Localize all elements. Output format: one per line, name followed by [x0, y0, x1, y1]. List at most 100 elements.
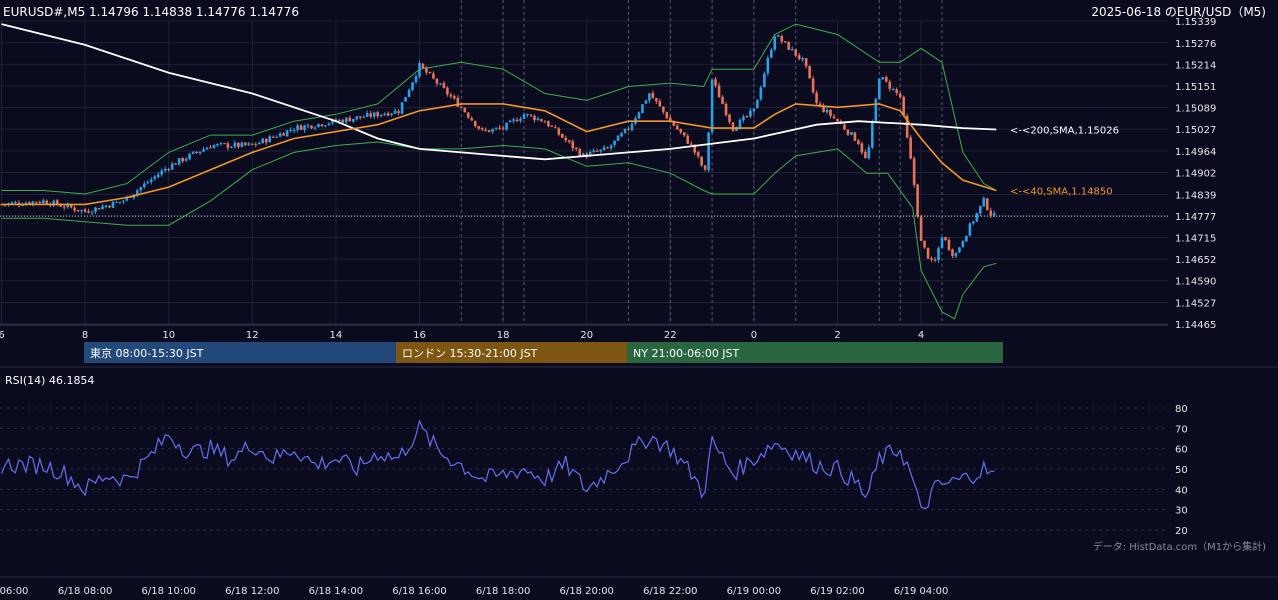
- price-tick-label: 1.14527: [1175, 299, 1216, 310]
- candle-up: [770, 49, 773, 58]
- candle-up: [52, 200, 56, 206]
- candle-down: [919, 216, 923, 242]
- candle-down: [930, 258, 933, 260]
- candle-down: [902, 96, 905, 116]
- candle-down: [547, 121, 550, 127]
- candle-up: [637, 112, 641, 119]
- time-tick-label: 14: [330, 330, 343, 341]
- candle-down: [989, 210, 993, 216]
- candle-up: [630, 123, 634, 131]
- candle-up: [324, 125, 327, 127]
- candle-down: [627, 128, 630, 130]
- candle-down: [898, 93, 902, 98]
- chart-title: 2025-06-18 のEUR/USD（M5): [1091, 5, 1266, 19]
- candle-down: [669, 117, 672, 122]
- candle-down: [843, 124, 846, 130]
- bottom-time-label: 6/19 04:00: [894, 586, 948, 597]
- candle-up: [136, 190, 139, 195]
- candle-up: [233, 142, 237, 147]
- session-vertical-lines: [460, 0, 943, 324]
- candle-up: [90, 212, 94, 214]
- candle-down: [254, 144, 258, 146]
- candle-up: [390, 113, 393, 115]
- price-tick-label: 1.14777: [1175, 212, 1216, 223]
- sma200-label: <-<200,SMA,1.15026: [1010, 126, 1119, 137]
- candle-down: [832, 116, 836, 119]
- bollinger-bands: [1, 23, 997, 320]
- candle-up: [143, 183, 146, 188]
- candle-up: [230, 146, 233, 148]
- price-tick-label: 1.14839: [1175, 190, 1216, 201]
- price-tick-label: 1.15027: [1175, 125, 1216, 136]
- candle-up: [536, 118, 540, 121]
- price-tick-label: 1.14465: [1175, 320, 1216, 331]
- candle-down: [0, 204, 3, 206]
- candle-down: [703, 165, 707, 170]
- candle-up: [871, 121, 874, 148]
- candle-up: [205, 147, 209, 150]
- candle-up: [156, 174, 160, 178]
- rsi-tick-label: 50: [1175, 465, 1188, 476]
- candle-up: [216, 144, 219, 146]
- candle-down: [358, 116, 362, 118]
- candle-down: [574, 147, 578, 149]
- candle-up: [104, 205, 108, 207]
- bottom-time-label: 06:00: [0, 586, 28, 597]
- candle-up: [331, 119, 334, 124]
- candle-down: [442, 83, 446, 88]
- price-tick-label: 1.15276: [1175, 39, 1216, 50]
- candle-up: [212, 145, 216, 149]
- candle-up: [115, 201, 118, 203]
- candle-up: [327, 123, 331, 125]
- candle-down: [731, 122, 735, 131]
- candle-down: [944, 237, 947, 241]
- candle-up: [80, 209, 83, 212]
- candle-up: [773, 36, 777, 50]
- candle-up: [352, 118, 355, 122]
- candle-up: [735, 128, 738, 132]
- candle-up: [609, 145, 613, 149]
- candle-down: [515, 119, 519, 122]
- bottom-time-label: 6/18 16:00: [392, 586, 446, 597]
- candle-down: [477, 126, 481, 129]
- candle-up: [954, 252, 958, 257]
- candle-down: [682, 132, 686, 136]
- candle-up: [599, 149, 602, 152]
- candle-down: [425, 67, 428, 73]
- candle-up: [400, 102, 404, 114]
- candle-up: [414, 76, 418, 83]
- candle-down: [69, 204, 73, 208]
- candle-down: [923, 240, 926, 248]
- candle-up: [494, 127, 498, 129]
- candle-up: [874, 98, 878, 122]
- rsi-panel[interactable]: RSI(14) 46.1854 80 70 60 50 40 30 20 データ: Hist…: [0, 366, 1278, 553]
- candle-up: [153, 176, 157, 179]
- candle-up: [219, 143, 223, 145]
- candle-down: [73, 207, 76, 211]
- price-panel[interactable]: 1.15339 1.15276 1.15214 1.15151 1.15089 1.150…: [0, 0, 1216, 341]
- candle-up: [268, 136, 272, 143]
- candle-down: [195, 152, 198, 154]
- rsi-tick-label: 70: [1175, 424, 1188, 435]
- session-bar: 東京 08:00-15:30 JST ロンドン 15:30-21:00 JST …: [84, 342, 1003, 363]
- candle-down: [567, 140, 571, 142]
- candle-down: [665, 112, 669, 119]
- candle-down: [38, 201, 42, 203]
- candle-down: [271, 136, 275, 138]
- candle-up: [972, 221, 975, 224]
- price-tick-label: 1.15151: [1175, 82, 1216, 93]
- candle-down: [564, 137, 568, 141]
- session-london: [396, 342, 627, 363]
- candle-down: [428, 72, 432, 74]
- candle-up: [188, 153, 191, 160]
- candle-up: [362, 117, 366, 119]
- candle-up: [303, 125, 306, 131]
- candle-up: [379, 114, 383, 117]
- candle-down: [909, 137, 912, 159]
- price-grid: [0, 20, 1168, 326]
- candle-up: [118, 201, 122, 203]
- candle-up: [742, 116, 745, 121]
- candle-down: [808, 65, 811, 79]
- candle-up: [313, 127, 317, 129]
